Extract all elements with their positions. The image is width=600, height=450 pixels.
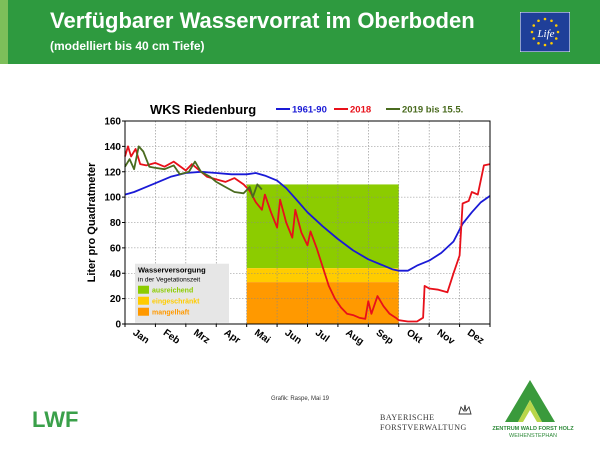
- x-tick-label: Feb: [161, 327, 182, 346]
- bayerische-forstverwaltung-logo: BAYERISCHE FORSTVERWALTUNG: [380, 413, 467, 433]
- eu-star: [554, 24, 558, 27]
- y-tick-label: 100: [104, 193, 121, 204]
- x-tick-label: Jan: [130, 327, 150, 346]
- zone-legend-label-0: ausreichend: [152, 288, 193, 295]
- x-tick-label: Mai: [252, 327, 272, 346]
- series-line-2: [124, 145, 263, 198]
- lwf-logo: LWF: [32, 408, 78, 430]
- eu-star: [543, 43, 547, 47]
- eu-star: [532, 24, 536, 27]
- x-tick-label: Nov: [435, 327, 457, 347]
- eu-star: [550, 41, 553, 45]
- eu-star: [530, 30, 534, 34]
- zone-legend-swatch-1: [138, 296, 149, 305]
- y-tick-label: 0: [115, 320, 121, 331]
- zone-legend-title: Wasserversorgung: [138, 266, 206, 275]
- life-logo-text: Life: [536, 28, 554, 40]
- x-tick-label: Okt: [404, 327, 425, 346]
- chart-credit: Grafik: Raspe, Mai 19: [271, 396, 330, 402]
- page-subtitle: (modelliert bis 40 cm Tiefe): [50, 39, 205, 53]
- page-title: Verfügbarer Wasservorrat im Oberboden: [50, 8, 475, 33]
- header-stripe: [0, 0, 8, 64]
- zone-legend-label-1: eingeschränkt: [152, 299, 200, 306]
- zentrum-logo: [505, 380, 555, 422]
- x-tick-label: Sep: [374, 327, 395, 347]
- x-tick-label: Aug: [343, 327, 365, 347]
- eu-star: [532, 37, 536, 40]
- series-line-1: [124, 145, 491, 323]
- zone-legend-swatch-0: [138, 285, 149, 294]
- x-tick-label: Jul: [313, 327, 331, 344]
- y-tick-label: 60: [110, 243, 122, 254]
- y-tick-label: 20: [110, 294, 122, 305]
- zone-mangelhaft: [246, 282, 399, 324]
- eu-star: [543, 17, 547, 21]
- legend-label-2: 2019 bis 15.5.: [402, 105, 463, 116]
- y-tick-label: 140: [104, 142, 121, 153]
- eu-star: [556, 30, 560, 34]
- bayern-line2: FORSTVERWALTUNG: [380, 423, 467, 432]
- eu-star: [537, 19, 540, 23]
- water-supply-chart: 0 20 40 60 80 100 120 140 160 Jan Feb Mrz Apr Mai Jun J…: [86, 102, 491, 348]
- eu-star: [550, 19, 553, 23]
- legend-label-1: 2018: [350, 105, 371, 116]
- eu-star: [554, 37, 558, 40]
- header-banner: Verfügbarer Wasservorrat im Oberboden (m…: [0, 0, 600, 64]
- legend-label-0: 1961-90: [292, 105, 327, 116]
- zone-legend-swatch-2: [138, 307, 149, 316]
- zentrum-line2: WEIHENSTEPHAN: [509, 433, 557, 439]
- eu-life-logo: Life: [520, 12, 570, 52]
- x-tick-label: Apr: [222, 327, 243, 346]
- y-tick-label: 120: [104, 167, 121, 178]
- zentrum-line1: ZENTRUM WALD FORST HOLZ: [492, 426, 574, 432]
- eu-star: [537, 41, 540, 45]
- zentrum-text: ZENTRUM WALD FORST HOLZ WEIHENSTEPHAN: [478, 426, 588, 440]
- x-tick-label: Mrz: [191, 327, 211, 346]
- y-tick-label: 40: [110, 269, 122, 280]
- y-tick-label: 80: [110, 218, 122, 229]
- y-tick-label: 160: [104, 117, 121, 128]
- x-tick-label: Dez: [465, 327, 486, 346]
- zone-legend-box: [135, 263, 229, 323]
- zone-legend-label-2: mangelhaft: [152, 310, 190, 317]
- svg-text:LWF: LWF: [32, 408, 78, 430]
- zone-legend-subtitle: in der Vegetationszeit: [138, 277, 200, 284]
- crown-icon: [458, 404, 472, 415]
- x-tick-label: Jun: [283, 327, 304, 346]
- bayern-line1: BAYERISCHE: [380, 413, 435, 422]
- y-axis-label: Liter pro Quadratmeter: [86, 162, 98, 283]
- chart-title: WKS Riedenburg: [150, 102, 256, 117]
- zone-eingeschraenkt: [246, 268, 399, 283]
